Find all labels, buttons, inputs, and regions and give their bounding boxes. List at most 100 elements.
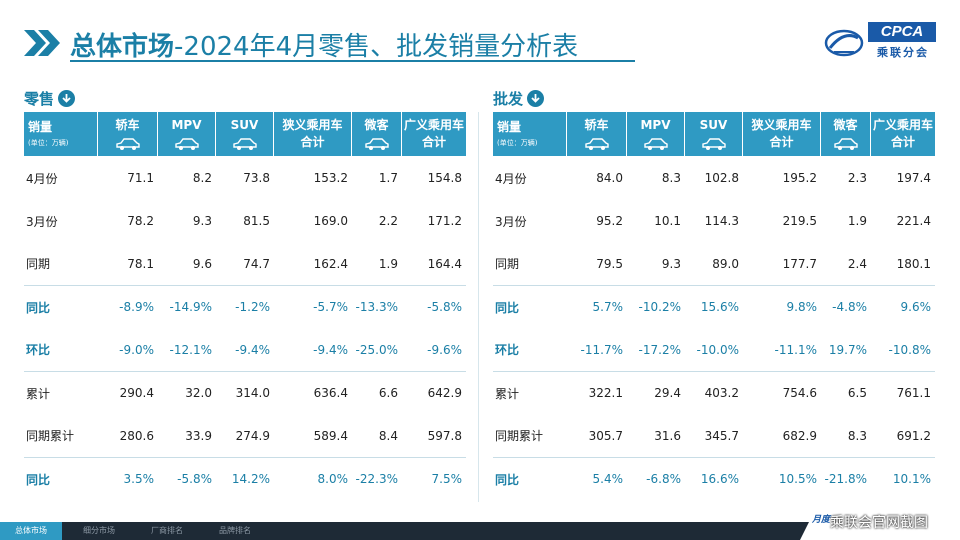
table-row: 同期累计 280.6 33.9 274.9 589.4 8.4 597.8 [24, 414, 466, 458]
table-cell: 3.5% [123, 472, 155, 486]
title-bold: 总体市场 [70, 32, 175, 62]
section-divider [478, 112, 479, 502]
col-header-narrow-total: 狭义乘用车 合计 [274, 112, 352, 156]
header-label: 轿车 [115, 118, 140, 132]
sedan-car-icon [115, 138, 140, 150]
table-cell: 754.6 [782, 386, 817, 400]
table-cell: 177.7 [782, 256, 817, 271]
header-label-line2: 合计 [300, 135, 325, 149]
logo-brand: CPCA [868, 22, 936, 42]
header-label: 狭义乘用车 [751, 118, 812, 132]
footer-tab-maker[interactable]: 厂商排名 [151, 526, 183, 535]
table-cell: 9.3 [661, 256, 681, 271]
sedan-car-icon [584, 138, 609, 150]
table-cell: 71.1 [127, 171, 154, 185]
table-cell: -10.8% [888, 342, 931, 357]
table-cell: 274.9 [235, 428, 270, 443]
mpv-car-icon [174, 138, 199, 150]
table-cell: 19.7% [828, 342, 867, 357]
footer-tab-brand[interactable]: 品牌排名 [219, 526, 251, 535]
col-header-volume: 销量 (单位：万辆) [493, 112, 567, 156]
row-label: 累计 [495, 386, 520, 401]
table-cell: -12.1% [169, 342, 212, 357]
arrow-down-circle-icon [527, 90, 545, 107]
table-cell: 589.4 [313, 428, 348, 443]
table-cell: 1.9 [847, 214, 867, 228]
table-cell: 691.2 [896, 428, 931, 443]
retail-section-label: 零售 [24, 88, 76, 109]
table-cell: 2.4 [847, 256, 867, 271]
table-cell: 219.5 [782, 214, 817, 228]
minivan-car-icon [833, 138, 858, 150]
table-cell: -14.9% [169, 300, 212, 314]
table-cell: -11.1% [774, 342, 817, 357]
cpca-emblem-icon [824, 29, 864, 57]
header: 总体市场-2024年4月零售、批发销量分析表 CPCA 乘联分会 [0, 0, 960, 74]
table-row: 同比 5.4% -6.8% 16.6% 10.5% -21.8% 10.1% [493, 457, 935, 501]
table-cell: 761.1 [896, 386, 931, 400]
table-cell: 73.8 [243, 171, 270, 185]
table-cell: -9.4% [235, 342, 270, 357]
table-cell: 102.8 [704, 171, 739, 185]
table-cell: 8.0% [317, 472, 349, 486]
table-cell: 78.1 [127, 256, 154, 271]
table-cell: 10.1 [654, 214, 681, 228]
table-cell: -10.2% [638, 300, 681, 314]
table-row: 同比 3.5% -5.8% 14.2% 8.0% -22.3% 7.5% [24, 457, 466, 501]
title-rest: -2024年4月零售、批发销量分析表 [174, 32, 579, 62]
table-cell: -5.8% [177, 472, 212, 486]
table-cell: 322.1 [588, 386, 623, 400]
arrow-down-circle-icon [58, 90, 76, 107]
table-cell: -9.6% [427, 342, 462, 357]
table-cell: 29.4 [654, 386, 681, 400]
header-label-line2: 合计 [890, 135, 915, 149]
table-cell: -13.3% [355, 300, 398, 314]
header-label: 销量 [497, 120, 522, 134]
footer-tab-segment[interactable]: 细分市场 [83, 526, 115, 535]
footer-corner-text: 月度 [812, 515, 831, 525]
table-cell: 597.8 [427, 428, 462, 443]
header-label: MPV [640, 118, 671, 132]
col-header-broad-total: 广义乘用车 合计 [402, 112, 466, 156]
footer-nav: 总体市场 细分市场 厂商排名 品牌排名 [0, 522, 960, 540]
table-cell: 89.0 [712, 256, 739, 271]
table-cell: 6.6 [378, 386, 398, 400]
table-cell: 180.1 [896, 256, 931, 271]
row-label: 环比 [495, 343, 520, 357]
header-unit: (单位：万辆) [497, 139, 538, 147]
table-cell: 9.3 [192, 214, 212, 228]
table-cell: -22.3% [355, 472, 398, 486]
table-cell: 195.2 [782, 171, 817, 185]
table-cell: 6.5 [847, 386, 867, 400]
table-cell: 8.3 [847, 428, 867, 443]
col-header-suv: SUV [216, 112, 274, 156]
double-chevron-icon [24, 30, 60, 56]
table-cell: 79.5 [596, 256, 623, 271]
table-row: 4月份 71.1 8.2 73.8 153.2 1.7 154.8 [24, 156, 466, 200]
table-row: 4月份 84.0 8.3 102.8 195.2 2.3 197.4 [493, 156, 935, 200]
footer-corner-shape [800, 512, 960, 540]
table-cell: 84.0 [596, 171, 623, 185]
table-cell: 221.4 [896, 214, 931, 228]
table-cell: 78.2 [127, 214, 154, 228]
table-cell: 169.0 [313, 214, 348, 228]
table-cell: 9.6% [900, 300, 932, 314]
table-cell: 10.5% [778, 472, 817, 486]
col-header-suv: SUV [685, 112, 743, 156]
row-label: 累计 [26, 386, 51, 401]
table-cell: -8.9% [119, 300, 154, 314]
logo-cn: 乘联分会 [877, 46, 929, 59]
table-cell: 14.2% [231, 472, 270, 486]
header-label: 微客 [833, 118, 858, 132]
table-cell: 345.7 [704, 428, 739, 443]
footer-tab-overall[interactable]: 总体市场 [0, 522, 62, 540]
table-cell: 10.1% [892, 472, 931, 486]
row-label: 同比 [26, 472, 51, 487]
minivan-car-icon [364, 138, 389, 150]
header-label: SUV [230, 118, 259, 132]
table-row: 3月份 78.2 9.3 81.5 169.0 2.2 171.2 [24, 199, 466, 243]
table-cell: 197.4 [896, 171, 931, 185]
table-cell: 1.9 [378, 256, 398, 271]
table-row: 3月份 95.2 10.1 114.3 219.5 1.9 221.4 [493, 199, 935, 243]
